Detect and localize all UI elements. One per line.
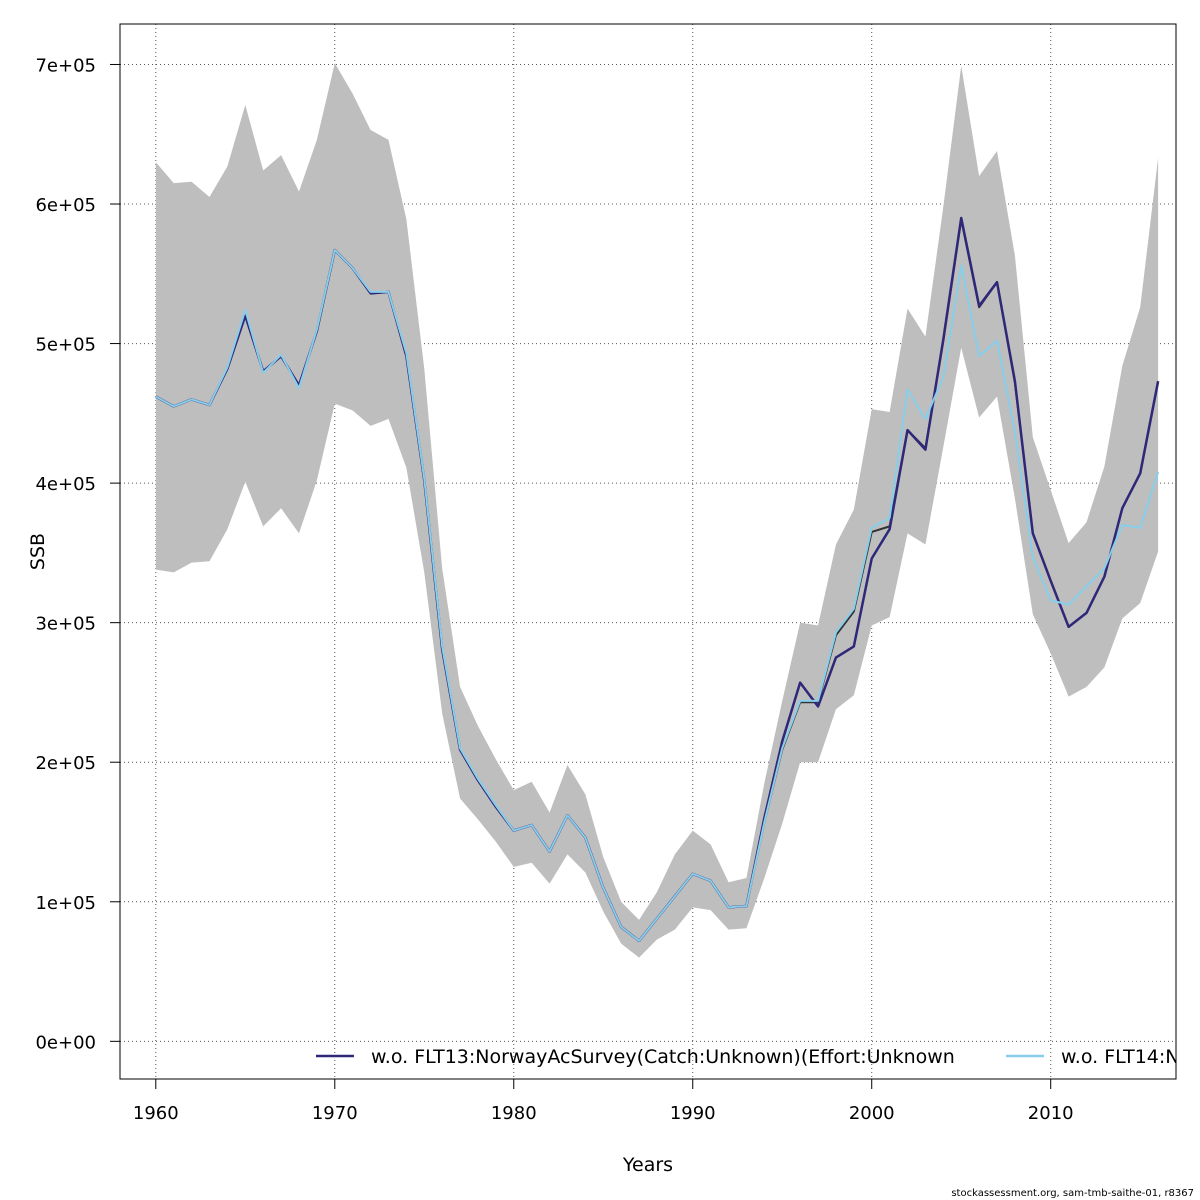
- x-tick-label: 1960: [133, 1103, 179, 1124]
- x-tick-label: 1990: [670, 1103, 716, 1124]
- x-axis: 1960 1970 1980 1990 2000 2010: [133, 1078, 1074, 1124]
- y-tick-label: 1e+05: [35, 893, 96, 914]
- y-tick-label: 5e+05: [35, 335, 96, 356]
- series-line-3: [155, 249, 1160, 942]
- y-tick-label: 2e+05: [35, 753, 96, 774]
- y-axis-title: SSB: [27, 533, 49, 570]
- x-tick-label: 2010: [1028, 1103, 1074, 1124]
- y-axis: 0e+00 1e+05 2e+05 3e+05 4e+05 5e+05 6e+05 7e+05: [35, 55, 121, 1053]
- y-tick-label: 6e+05: [35, 195, 96, 216]
- series-lines: [155, 216, 1160, 943]
- confidence-band: [155, 63, 1159, 958]
- footer-credit: stockassessment.org, sam-tmb-saithe-01, …: [951, 1188, 1194, 1199]
- y-tick-label: 4e+05: [35, 474, 96, 495]
- legend: w.o. FLT13:NorwayAcSurvey(Catch:Unknown)…: [316, 1046, 1180, 1068]
- legend-label: w.o. FLT14:N: [1061, 1046, 1180, 1068]
- x-tick-label: 1970: [312, 1103, 358, 1124]
- x-axis-title: Years: [622, 1154, 673, 1176]
- y-tick-label: 7e+05: [35, 55, 96, 76]
- confidence-band-layer: [155, 63, 1159, 958]
- x-tick-label: 1980: [491, 1103, 537, 1124]
- legend-label: w.o. FLT13:NorwayAcSurvey(Catch:Unknown)…: [371, 1046, 955, 1068]
- y-tick-label: 3e+05: [35, 614, 96, 635]
- y-tick-label: 0e+00: [35, 1032, 96, 1053]
- x-tick-label: 2000: [849, 1103, 895, 1124]
